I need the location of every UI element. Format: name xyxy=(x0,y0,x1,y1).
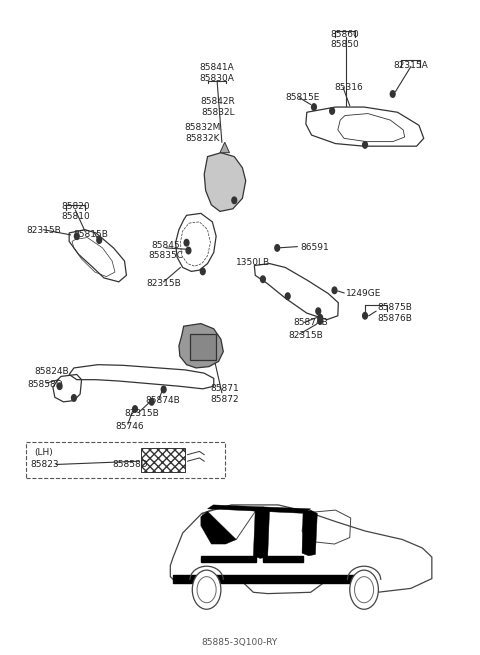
Circle shape xyxy=(184,240,189,246)
Circle shape xyxy=(161,386,166,393)
Circle shape xyxy=(285,293,290,299)
Circle shape xyxy=(192,570,221,609)
Text: 86591: 86591 xyxy=(300,244,329,252)
Circle shape xyxy=(197,576,216,603)
Bar xyxy=(26,441,225,477)
Bar xyxy=(190,334,216,360)
Circle shape xyxy=(275,245,280,251)
Text: 82315A: 82315A xyxy=(394,61,428,70)
Bar xyxy=(263,556,303,562)
Circle shape xyxy=(390,91,395,97)
Circle shape xyxy=(332,287,337,293)
Circle shape xyxy=(72,395,76,402)
Text: 82315B: 82315B xyxy=(288,331,323,340)
Polygon shape xyxy=(253,507,270,558)
Circle shape xyxy=(232,197,237,204)
Circle shape xyxy=(74,233,79,240)
Text: 82315B: 82315B xyxy=(26,227,61,235)
Circle shape xyxy=(316,308,321,314)
Text: 85885-3Q100-RY: 85885-3Q100-RY xyxy=(202,638,278,647)
Text: 85841A
85830A: 85841A 85830A xyxy=(200,64,235,83)
Polygon shape xyxy=(179,324,223,368)
Text: 85858D: 85858D xyxy=(27,381,63,389)
Circle shape xyxy=(200,268,205,274)
Bar xyxy=(173,575,360,583)
Text: 85815E: 85815E xyxy=(286,94,320,102)
Text: 85824B: 85824B xyxy=(34,367,69,377)
Polygon shape xyxy=(207,505,311,514)
Circle shape xyxy=(186,248,191,253)
Circle shape xyxy=(149,399,154,405)
Text: 85874B: 85874B xyxy=(145,396,180,405)
Bar xyxy=(141,447,185,472)
Circle shape xyxy=(261,276,265,282)
Circle shape xyxy=(350,570,378,609)
Polygon shape xyxy=(302,510,317,556)
Circle shape xyxy=(132,405,137,412)
Circle shape xyxy=(363,141,367,148)
Bar xyxy=(201,556,256,562)
Text: 85845
85835C: 85845 85835C xyxy=(148,241,183,260)
Circle shape xyxy=(57,383,62,390)
Text: (LH): (LH) xyxy=(34,448,53,457)
Text: 85860
85850: 85860 85850 xyxy=(331,29,360,49)
Circle shape xyxy=(318,318,323,324)
Text: 85874B: 85874B xyxy=(293,318,328,327)
Polygon shape xyxy=(204,153,246,212)
Text: 82315B: 82315B xyxy=(125,409,159,418)
Circle shape xyxy=(355,576,373,603)
Text: 1350LB: 1350LB xyxy=(236,258,270,267)
Circle shape xyxy=(312,103,316,110)
Circle shape xyxy=(363,312,367,319)
Text: 85858D: 85858D xyxy=(112,460,148,469)
Text: 1249GE: 1249GE xyxy=(346,289,381,298)
Text: 85815B: 85815B xyxy=(73,230,108,238)
Text: 85832M
85832K: 85832M 85832K xyxy=(185,123,221,143)
Circle shape xyxy=(330,107,335,114)
Text: 85316: 85316 xyxy=(335,83,363,92)
Text: 85820
85810: 85820 85810 xyxy=(61,202,90,221)
Text: 85842R
85832L: 85842R 85832L xyxy=(201,98,235,117)
Polygon shape xyxy=(201,512,236,544)
Circle shape xyxy=(97,237,102,244)
Text: 85871
85872: 85871 85872 xyxy=(210,384,239,403)
Text: 85746: 85746 xyxy=(115,422,144,431)
Text: 85875B
85876B: 85875B 85876B xyxy=(378,303,412,323)
Polygon shape xyxy=(220,142,229,153)
Text: 85823: 85823 xyxy=(30,460,59,469)
Circle shape xyxy=(318,314,323,321)
Text: 82315B: 82315B xyxy=(146,278,181,288)
